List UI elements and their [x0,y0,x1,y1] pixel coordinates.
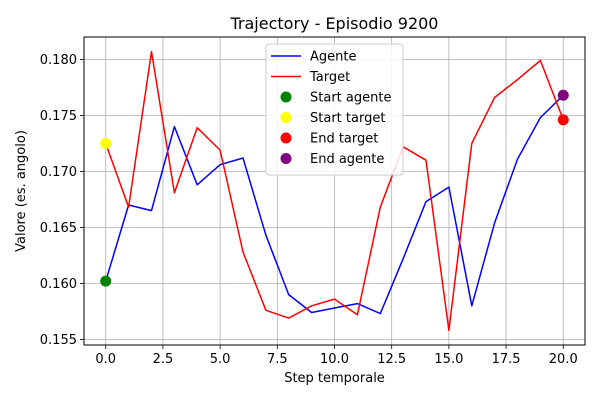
x-tick-label: 20.0 [549,352,578,367]
ticks: 0.0 2.5 5.0 7.5 10.0 12.5 15.0 17.5 20.0 0.155 0.1… [40,53,578,367]
legend-label-end-target: End target [310,132,378,147]
legend-swatch-end-target [280,132,292,144]
y-tick-label: 0.175 [40,109,77,124]
series-line-target [104,50,564,332]
y-tick-label: 0.170 [40,165,77,180]
legend-label-agente: Agente [310,50,356,65]
x-tick-label: 2.5 [153,352,174,367]
legend-swatch-end-agente [280,153,292,164]
marker-start-target [100,137,112,149]
y-axis-title: Valore (es. angolo) [14,130,29,252]
legend-swatch-start-agente [280,91,292,103]
x-tick-label: 17.5 [492,352,521,367]
x-axis-title: Step temporale [284,371,385,386]
x-tick-label: 15.0 [434,352,463,367]
legend: Agente Target Start agente Start target End … [265,43,404,176]
y-tick-label: 0.165 [40,221,77,236]
x-tick-label: 12.5 [377,352,406,367]
y-tick-label: 0.155 [40,333,77,348]
legend-swatch-start-target [280,112,292,123]
x-tick-label: 0.0 [95,352,116,367]
x-tick-label: 7.5 [267,352,288,367]
legend-label-end-agente: End agente [310,152,384,167]
marker-start-agente [100,275,112,287]
chart-title: Trajectory - Episodio 9200 [230,14,439,33]
y-tick-label: 0.180 [40,53,77,68]
x-tick-label: 5.0 [210,352,231,367]
x-tick-label: 10.0 [320,352,349,367]
series-line-agente [104,94,564,315]
y-tick-label: 0.160 [40,277,77,292]
legend-label-start-target: Start target [310,111,385,126]
series-layer [100,50,569,332]
legend-label-target: Target [309,70,350,85]
marker-end-agente [557,89,569,101]
legend-label-start-agente: Start agente [310,91,391,106]
marker-end-target [557,114,569,126]
